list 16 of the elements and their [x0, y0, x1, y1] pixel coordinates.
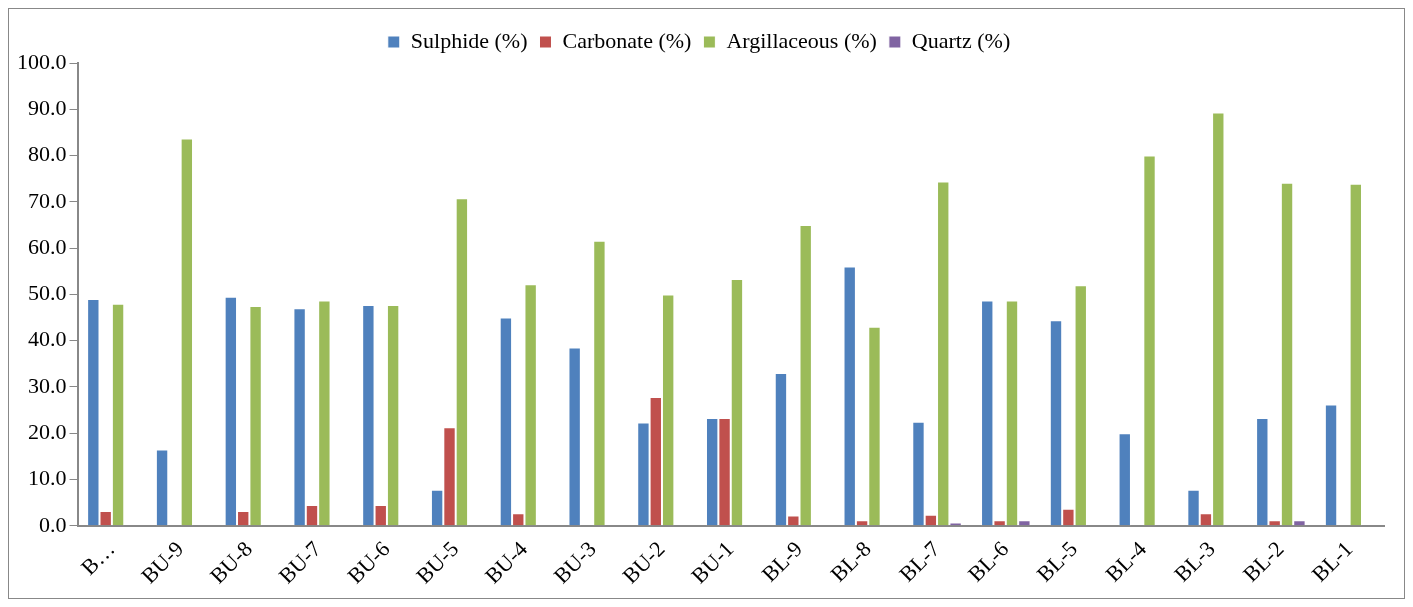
x-tick-label: B…: [75, 536, 120, 580]
y-tick-label: 90.0: [28, 95, 67, 121]
legend-label: Quartz (%): [911, 27, 1011, 53]
y-tick-label: 40.0: [28, 326, 67, 352]
legend-label: Argillaceous (%): [726, 27, 877, 53]
y-tick-label: 60.0: [28, 233, 67, 259]
legend-label: Sulphide (%): [410, 27, 528, 53]
y-tick-label: 30.0: [28, 372, 67, 398]
y-tick-label: 100.0: [17, 48, 67, 74]
y-tick-label: 70.0: [28, 187, 67, 213]
y-tick-label: 80.0: [28, 141, 67, 167]
legend-label: Carbonate (%): [562, 27, 692, 53]
y-tick-label: 20.0: [28, 418, 67, 444]
y-tick-label: 50.0: [28, 280, 67, 306]
y-tick-label: 0.0: [39, 511, 67, 537]
y-tick-label: 10.0: [28, 465, 67, 491]
